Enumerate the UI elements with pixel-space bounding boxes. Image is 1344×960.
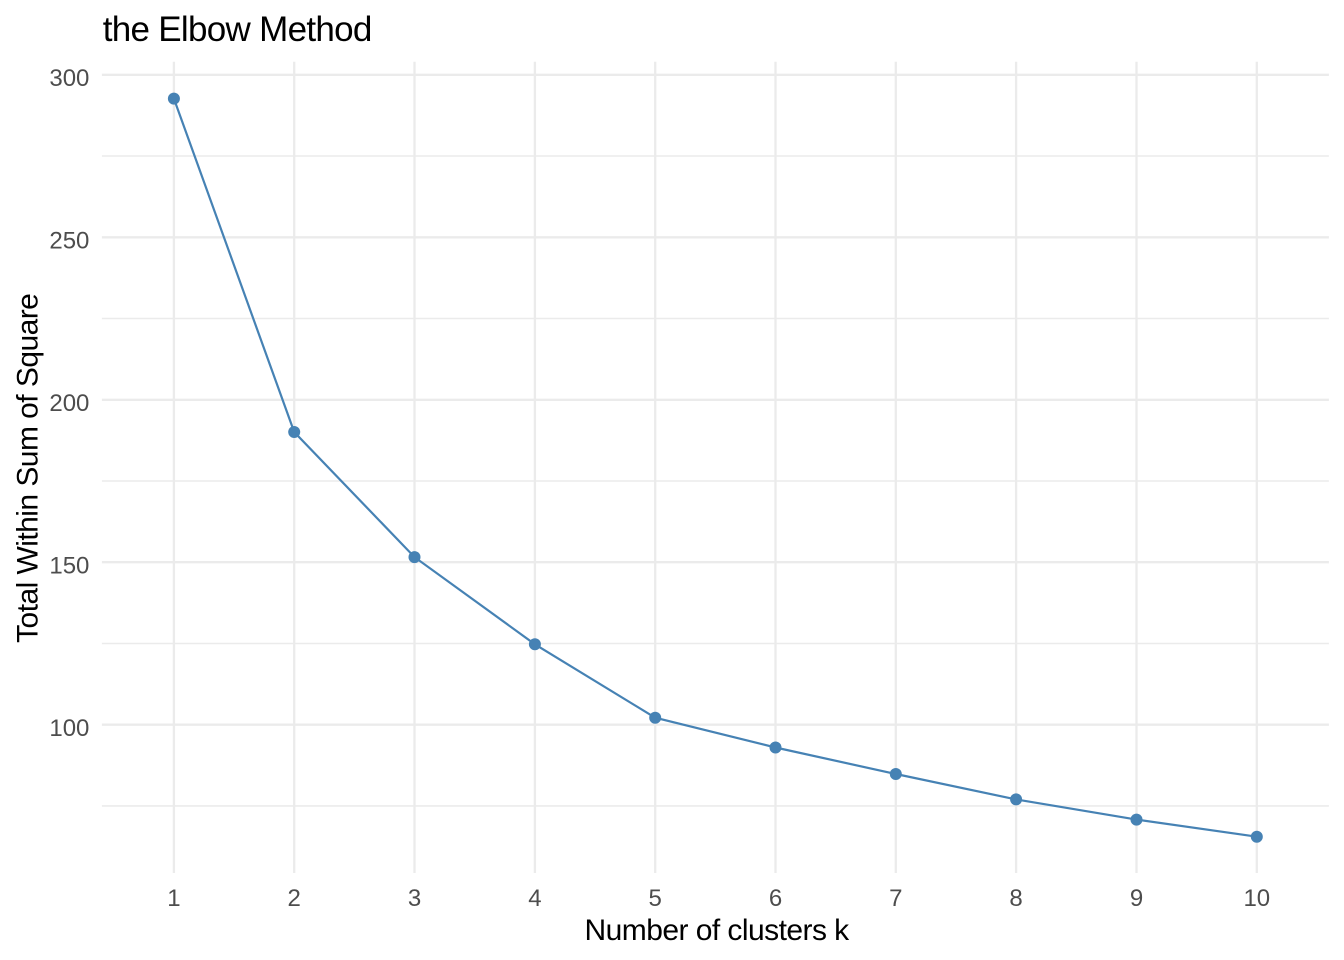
svg-text:1: 1 bbox=[167, 885, 180, 912]
svg-text:Number of clusters k: Number of clusters k bbox=[585, 914, 851, 947]
svg-text:150: 150 bbox=[49, 552, 89, 579]
svg-text:10: 10 bbox=[1243, 885, 1270, 912]
svg-text:100: 100 bbox=[49, 715, 89, 742]
svg-text:300: 300 bbox=[49, 65, 89, 92]
svg-text:7: 7 bbox=[889, 885, 902, 912]
svg-text:2: 2 bbox=[288, 885, 301, 912]
svg-text:9: 9 bbox=[1130, 885, 1143, 912]
svg-text:3: 3 bbox=[408, 885, 421, 912]
svg-text:250: 250 bbox=[49, 228, 89, 255]
svg-text:the Elbow Method: the Elbow Method bbox=[103, 10, 372, 49]
svg-text:8: 8 bbox=[1009, 885, 1022, 912]
svg-text:6: 6 bbox=[769, 885, 782, 912]
svg-text:4: 4 bbox=[528, 885, 541, 912]
svg-text:200: 200 bbox=[49, 390, 89, 417]
svg-text:Total Within Sum of Square: Total Within Sum of Square bbox=[11, 294, 44, 643]
svg-text:5: 5 bbox=[649, 885, 662, 912]
